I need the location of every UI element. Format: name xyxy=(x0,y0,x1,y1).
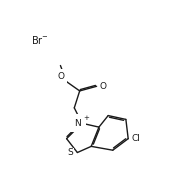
Text: Br$^{-}$: Br$^{-}$ xyxy=(31,34,49,46)
Text: O: O xyxy=(100,82,107,91)
Text: Cl: Cl xyxy=(131,134,140,143)
Text: N: N xyxy=(74,119,81,128)
Text: S: S xyxy=(68,148,73,157)
Text: +: + xyxy=(84,115,89,121)
Text: O: O xyxy=(57,72,64,81)
